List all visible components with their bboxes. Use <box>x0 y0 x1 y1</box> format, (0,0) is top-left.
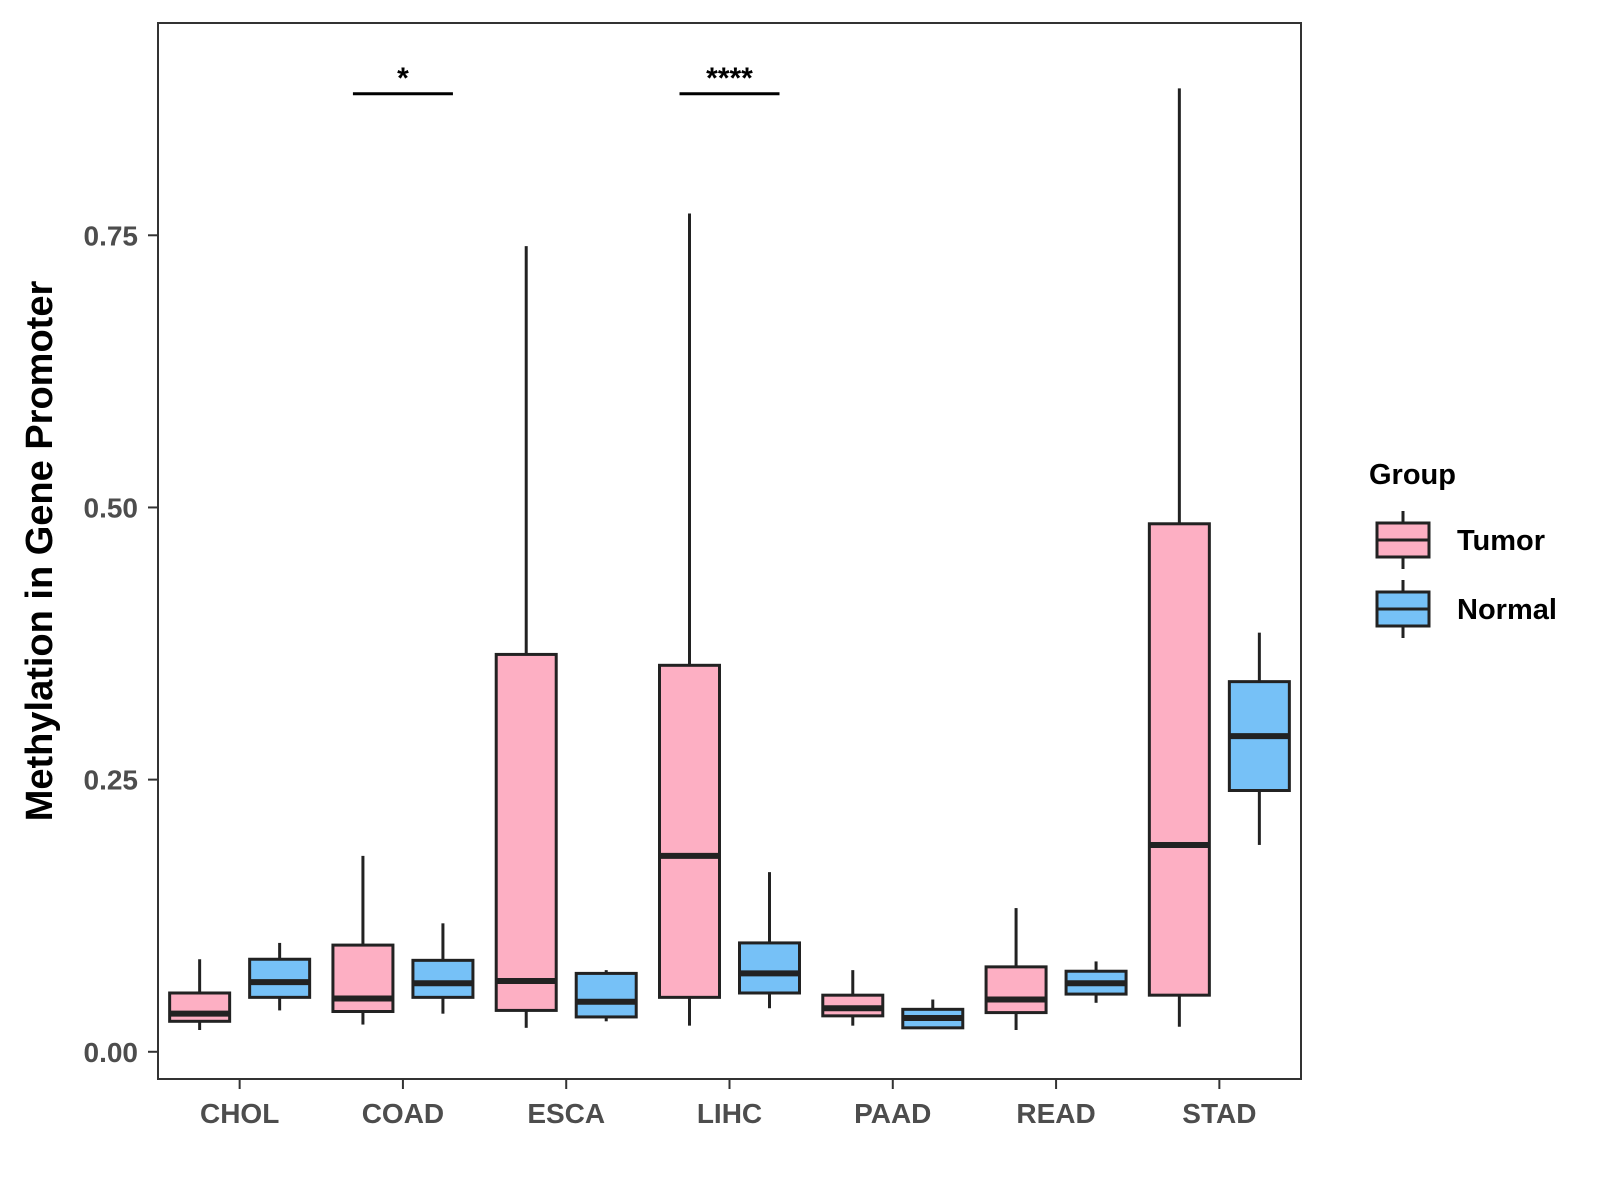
box-lihc-tumor <box>658 213 721 1026</box>
legend-item-tumor: Tumor <box>1375 511 1545 569</box>
iqr-box-chol-tumor <box>168 991 232 1023</box>
box-lihc-normal <box>738 872 801 1009</box>
box-coad-normal <box>411 923 475 1014</box>
significance-label-coad: * <box>397 62 409 95</box>
box-read-normal <box>1064 961 1128 1003</box>
iqr-box-coad-normal <box>411 958 475 999</box>
legend-items: Tumor Normal <box>1375 511 1557 638</box>
y-axis: 0.00 0.25 0.50 0.75 <box>84 220 158 1068</box>
y-tick-label: 0.25 <box>84 765 139 796</box>
legend-label-tumor: Tumor <box>1457 525 1545 557</box>
iqr-box-chol-normal <box>248 957 312 999</box>
y-tick-label: 0.50 <box>84 492 139 523</box>
x-tick-label: ESCA <box>527 1098 605 1129</box>
box-chol-tumor <box>168 959 232 1031</box>
iqr-box-esca-normal <box>574 971 638 1019</box>
plot-area <box>168 88 1291 1031</box>
box-read-tumor <box>984 908 1048 1031</box>
box-esca-normal <box>574 970 638 1022</box>
iqr-box-read-tumor <box>984 965 1048 1015</box>
iqr-box-lihc-normal <box>738 941 801 995</box>
plot-panel-border <box>157 22 1302 1080</box>
iqr-box-stad-tumor <box>1147 522 1211 997</box>
y-tick-label: 0.00 <box>84 1037 139 1068</box>
x-tick-label: COAD <box>362 1098 444 1129</box>
box-paad-tumor <box>821 970 885 1026</box>
iqr-box-coad-tumor <box>331 943 395 1014</box>
legend-item-normal: Normal <box>1375 580 1557 638</box>
iqr-box-lihc-tumor <box>658 663 721 999</box>
legend-label-normal: Normal <box>1457 594 1557 626</box>
box-esca-tumor <box>494 246 558 1028</box>
significance-annotations: * **** <box>352 62 780 96</box>
x-tick-label: PAAD <box>854 1098 931 1129</box>
x-tick-label: CHOL <box>200 1098 279 1129</box>
x-tick-label: STAD <box>1182 1098 1256 1129</box>
x-axis: CHOL COAD ESCA LIHC PAAD READ STAD <box>200 1079 1256 1129</box>
significance-label-lihc: **** <box>706 62 753 95</box>
legend: Group Tumor Normal <box>1369 459 1557 638</box>
iqr-box-esca-tumor <box>494 652 558 1012</box>
box-paad-normal <box>901 999 965 1030</box>
box-chol-normal <box>248 942 312 1011</box>
box-stad-tumor <box>1147 88 1211 1027</box>
legend-title: Group <box>1369 459 1456 491</box>
x-tick-label: LIHC <box>697 1098 762 1129</box>
y-tick-label: 0.75 <box>84 220 139 251</box>
x-tick-label: READ <box>1016 1098 1095 1129</box>
box-stad-normal <box>1227 632 1291 845</box>
box-coad-tumor <box>331 855 395 1025</box>
y-axis-title: Methylation in Gene Promoter <box>19 281 61 822</box>
